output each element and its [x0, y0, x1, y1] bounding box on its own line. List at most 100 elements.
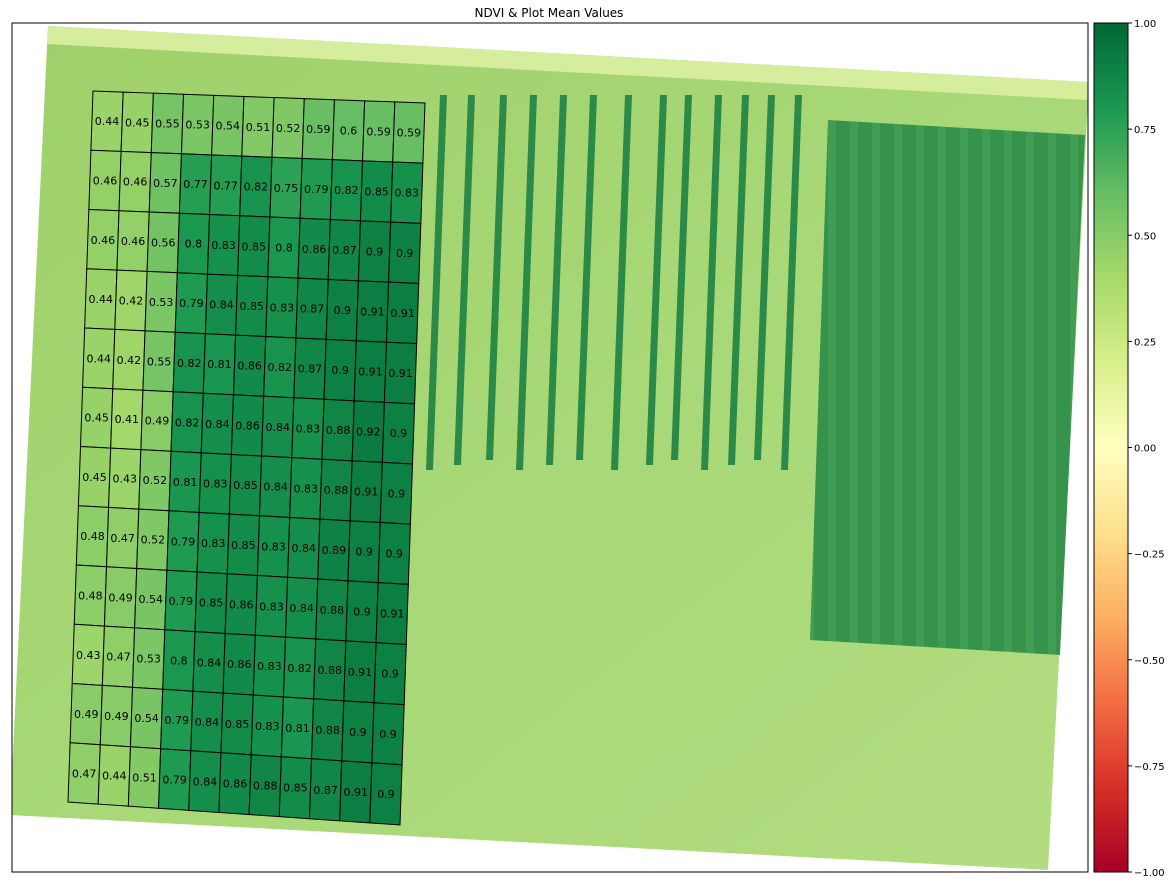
- plot-cell-label: 0.52: [276, 122, 301, 135]
- plot-cell-label: 0.82: [175, 416, 200, 429]
- plot-cell-label: 0.86: [227, 658, 252, 671]
- plot-cell-label: 0.43: [76, 649, 101, 662]
- colorbar-tick-label: −0.25: [1134, 550, 1165, 561]
- plot-cell-label: 0.53: [136, 653, 161, 666]
- plot-cell-label: 0.83: [211, 239, 236, 252]
- plot-cell-label: 0.52: [143, 474, 168, 487]
- colorbar-gradient: [1094, 23, 1128, 872]
- plot-cell-label: 0.88: [318, 664, 343, 677]
- plot-cell-label: 0.44: [89, 293, 114, 306]
- tree-row: [516, 95, 537, 470]
- plot-cell-label: 0.85: [242, 240, 267, 253]
- plot-cell-label: 0.45: [82, 471, 107, 484]
- plot-cell-label: 0.79: [179, 297, 204, 310]
- plot-cell-label: 0.81: [285, 722, 310, 735]
- plot-cell-label: 0.55: [155, 117, 180, 130]
- plot-cell-label: 0.82: [287, 662, 312, 675]
- plot-cell-label: 0.85: [283, 782, 308, 795]
- tree-row: [754, 95, 775, 460]
- tree-row: [671, 95, 692, 460]
- plot-cell-label: 0.87: [332, 244, 357, 257]
- plot-cell-label: 0.83: [270, 301, 295, 314]
- tree-row: [781, 95, 802, 470]
- plot-cell-label: 0.79: [169, 595, 194, 608]
- plot-cell-label: 0.48: [80, 530, 105, 543]
- plot-cell-label: 0.88: [315, 724, 340, 737]
- plot-cell-label: 0.59: [397, 127, 422, 140]
- plot-cell-label: 0.81: [207, 358, 232, 371]
- colorbar-tick-label: 0.25: [1134, 337, 1156, 348]
- plot-cell-label: 0.46: [91, 234, 116, 247]
- plot-cell-label: 0.51: [246, 121, 271, 134]
- plot-cell-label: 0.92: [356, 426, 381, 439]
- field-edge-strip: [47, 26, 1088, 100]
- plot-cell-label: 0.84: [263, 481, 288, 494]
- plot-cell-label: 0.82: [177, 357, 202, 370]
- plot-cell-label: 0.54: [138, 593, 163, 606]
- plot-cell-label: 0.85: [199, 597, 224, 610]
- plot-cell-label: 0.9: [386, 547, 404, 560]
- plot-cell-label: 0.46: [93, 174, 118, 187]
- plot-cell-label: 0.48: [78, 590, 103, 603]
- plot-cell-label: 0.82: [268, 361, 293, 374]
- plot-cell-label: 0.84: [265, 421, 290, 434]
- plot-cell-label: 0.83: [261, 541, 286, 554]
- ndvi-image: 0.44 0.45 0.55 0.53 0.54 0.51 0.52 0.59 0.6 0.59 0…: [12, 23, 1088, 872]
- plot-cell-label: 0.9: [355, 546, 373, 559]
- plot-cell-label: 0.79: [165, 714, 190, 727]
- plot-cell-label: 0.85: [364, 185, 389, 198]
- plot-cell-label: 0.9: [381, 668, 399, 681]
- plot-cell-label: 0.54: [216, 120, 241, 133]
- plot-cell-label: 0.87: [298, 363, 323, 376]
- axes-frame: [11, 22, 1089, 873]
- plot-cell-label: 0.85: [225, 718, 250, 731]
- plot-cell-label: 0.55: [147, 355, 172, 368]
- plot-cell-label: 0.9: [331, 364, 349, 377]
- plot-cell-label: 0.8: [170, 654, 188, 667]
- plot-cell-label: 0.86: [235, 419, 260, 432]
- plot-cell-label: 0.83: [395, 187, 420, 200]
- tree-row: [728, 95, 749, 465]
- chart-title: NDVI & Plot Mean Values: [475, 6, 624, 20]
- plot-cell-label: 0.9: [334, 304, 352, 317]
- colorbar-tick-label: −1.00: [1134, 868, 1165, 879]
- plot-cell-label: 0.42: [117, 354, 142, 367]
- plot-cell-label: 0.75: [274, 182, 299, 195]
- plot-cell-label: 0.49: [74, 708, 99, 721]
- plot-cell-label: 0.53: [185, 119, 210, 132]
- plot-cell-label: 0.82: [334, 184, 359, 197]
- plot-cell-label: 0.84: [205, 418, 230, 431]
- plot-cell-label: 0.91: [354, 486, 379, 499]
- plot-cell-label: 0.41: [115, 413, 140, 426]
- plot-cell-label: 0.8: [275, 242, 293, 255]
- plot-cell-label: 0.91: [344, 786, 369, 799]
- plot-cell-label: 0.91: [390, 307, 415, 320]
- tree-row: [546, 95, 567, 465]
- plot-cell-label: 0.9: [388, 487, 406, 500]
- colorbar-tick-label: −0.75: [1134, 762, 1165, 773]
- plot-cell-label: 0.59: [306, 123, 331, 136]
- plot-cell-label: 0.49: [108, 591, 133, 604]
- plot-cell-label: 0.56: [151, 236, 176, 249]
- plot-cell-label: 0.44: [95, 115, 120, 128]
- plot-grid: 0.44 0.45 0.55 0.53 0.54 0.51 0.52 0.59 0.6 0.59 0…: [67, 90, 426, 826]
- plot-cell-label: 0.85: [231, 539, 256, 552]
- colorbar-tick-label: 0.75: [1134, 125, 1156, 136]
- colorbar-tick-label: 0.50: [1134, 231, 1156, 242]
- plot-cell-label: 0.83: [255, 720, 280, 733]
- plot-cell-label: 0.84: [195, 716, 220, 729]
- plot-cell-label: 0.91: [348, 666, 373, 679]
- plot-cell-label: 0.83: [294, 482, 319, 495]
- plot-cell-label: 0.85: [233, 479, 258, 492]
- plot-cell-label: 0.49: [145, 415, 170, 428]
- plot-cell-label: 0.86: [237, 360, 262, 373]
- plot-cell-label: 0.83: [203, 477, 228, 490]
- colorbar-tick-label: 0.00: [1134, 444, 1156, 455]
- plot-cell-label: 0.86: [302, 243, 327, 256]
- plot-cell-label: 0.84: [197, 656, 222, 669]
- plot-cell-label: 0.87: [300, 303, 325, 316]
- plot-cell-label: 0.57: [153, 177, 178, 190]
- plot-cell-label: 0.9: [353, 606, 371, 619]
- plot-cell-label: 0.85: [239, 300, 264, 313]
